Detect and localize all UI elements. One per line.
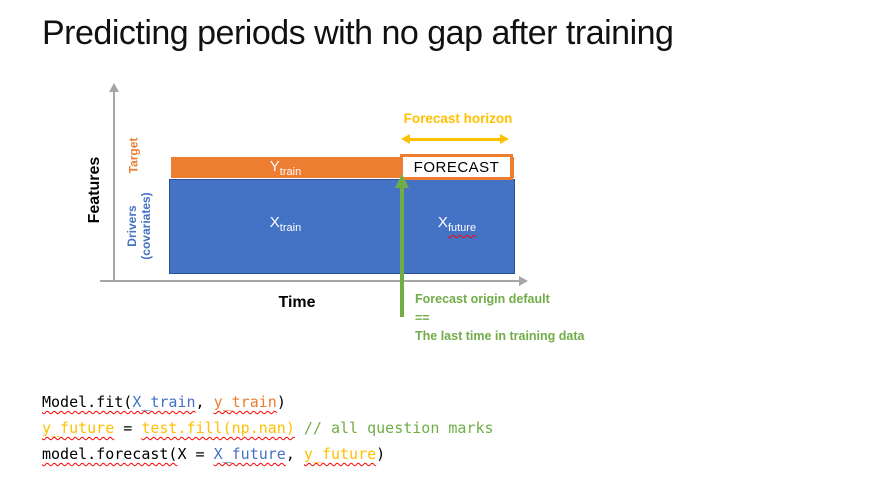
code-token: test.fill(np.nan) (141, 419, 295, 437)
code-token: X_train (132, 393, 196, 411)
origin-note-line1: Forecast origin default (415, 292, 550, 306)
origin-arrow-line (400, 188, 404, 317)
code-token: X_future (213, 445, 286, 463)
drivers-covariates-label: Drivers (covariates) (125, 186, 153, 266)
code-line: y_future = test.fill(np.nan) // all ques… (42, 415, 494, 441)
horizon-arrow-right-icon (500, 134, 509, 144)
code-token: Model.fit( (42, 393, 133, 411)
code-line: model.forecast(X = X_future, y_future) (42, 441, 494, 467)
x-future-sub: future (447, 222, 477, 234)
forecast-horizon-arrow (409, 138, 501, 141)
origin-arrow-head-icon (395, 174, 409, 188)
x-axis-arrow-icon (519, 276, 528, 286)
code-block: Model.fit(X_train, y_train) y_future = te… (42, 389, 494, 467)
origin-note-line2: == (415, 311, 430, 325)
code-token: = (114, 419, 142, 437)
y-train-base: Y (269, 158, 280, 175)
code-token: , (285, 445, 304, 463)
forecast-horizon-label: Forecast horizon (403, 111, 513, 126)
horizon-arrow-left-icon (401, 134, 410, 144)
drivers-line1: Drivers (125, 205, 139, 247)
y-train-sub: train (279, 166, 302, 178)
target-label: Target (126, 137, 141, 174)
code-token: y_train (213, 393, 277, 411)
code-token: model.forecast( (42, 445, 178, 463)
code-token (295, 419, 304, 437)
code-token: y_future (42, 419, 115, 437)
code-token: , (195, 393, 214, 411)
forecast-box: FORECAST (400, 154, 513, 180)
features-rect (169, 179, 515, 274)
time-axis-label: Time (278, 294, 316, 311)
code-token: ) (376, 445, 386, 463)
features-axis-label: Features (86, 156, 103, 224)
code-token: y_future (303, 445, 377, 463)
y-axis-line (113, 90, 115, 281)
y-train-label: Ytrain (171, 158, 400, 178)
code-token: // all question marks (303, 419, 494, 437)
origin-note-line3: The last time in training data (415, 329, 585, 343)
x-future-base: X (437, 214, 448, 231)
drivers-line2: (covariates) (139, 192, 153, 260)
x-future-label: Xfuture (400, 214, 514, 234)
code-token: ) (276, 393, 286, 411)
x-axis-line (100, 280, 520, 282)
x-train-label: Xtrain (171, 214, 400, 234)
code-token: X = (177, 445, 214, 463)
forecast-box-label: FORECAST (413, 158, 500, 176)
y-axis-arrow-icon (109, 83, 119, 92)
x-train-base: X (269, 214, 280, 231)
code-line: Model.fit(X_train, y_train) (42, 389, 494, 415)
x-train-sub: train (279, 222, 302, 234)
slide-title: Predicting periods with no gap after tra… (42, 14, 674, 52)
